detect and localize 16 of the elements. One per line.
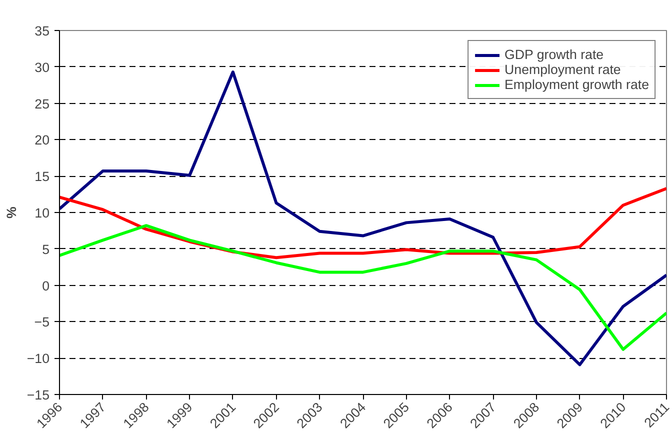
y-tick-label: 10 — [34, 206, 50, 220]
line-series — [60, 224, 666, 351]
y-tick-label: 0 — [42, 278, 50, 294]
legend-label: Unemployment rate — [504, 62, 621, 77]
legend-label: Employment growth rate — [504, 77, 649, 92]
y-tick-label: 15 — [34, 169, 50, 184]
y-tick-label: 30 — [34, 60, 50, 75]
y-tick-label: 25 — [34, 96, 50, 112]
y-tick-label: 20 — [34, 132, 50, 148]
y-tick-label: 5 — [42, 242, 50, 257]
y-axis-title: % — [4, 206, 19, 218]
y-tick-label: −10 — [26, 351, 50, 366]
legend-label: GDP growth rate — [504, 47, 604, 62]
y-tick-label: −5 — [34, 314, 50, 330]
y-tick-label: 35 — [34, 24, 50, 38]
y-tick-label: −15 — [26, 388, 50, 402]
